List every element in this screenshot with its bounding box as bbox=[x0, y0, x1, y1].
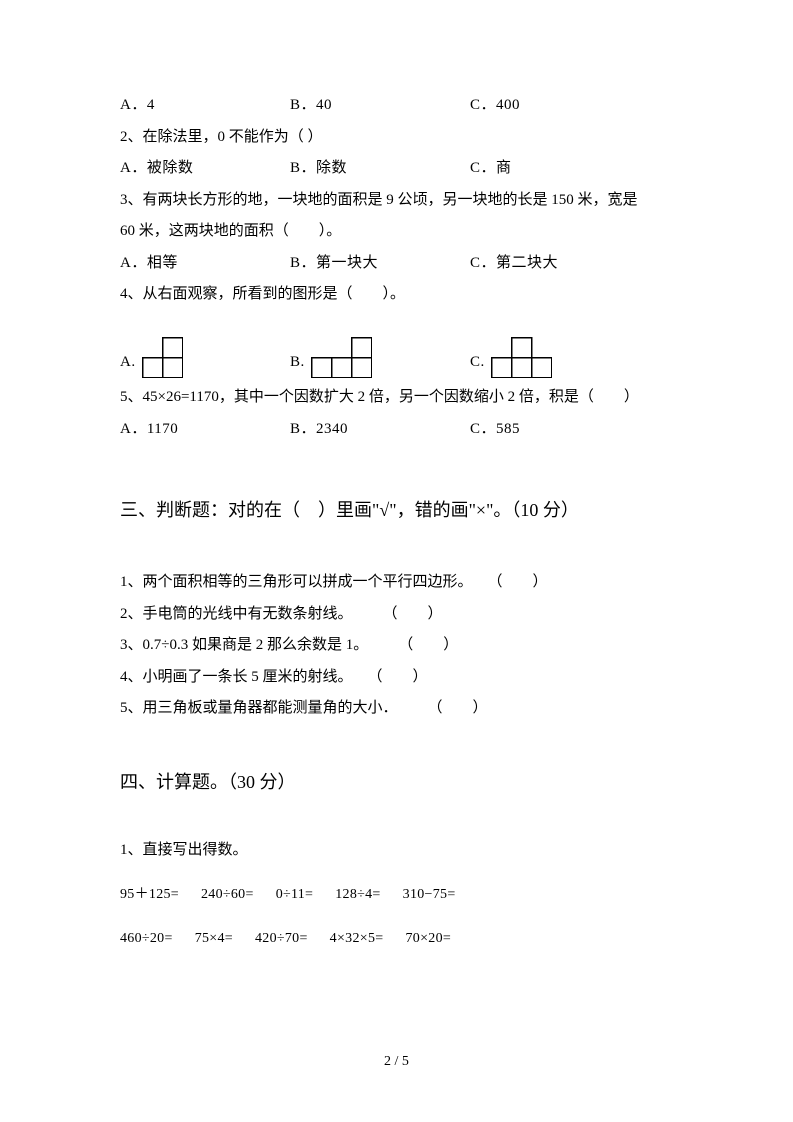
q4-opt-c: C. bbox=[470, 337, 673, 379]
section3-title: 三、判断题：对的在（ ）里画"√"，错的画"×"。（10 分） bbox=[120, 493, 673, 527]
q4-stem: 4、从右面观察，所看到的图形是（ ）。 bbox=[120, 279, 673, 311]
section4-title: 四、计算题。（30 分） bbox=[120, 765, 673, 799]
q1-options: A．4 B．40 C．400 bbox=[120, 90, 673, 122]
q5-opt-c: C．585 bbox=[470, 414, 673, 446]
calc-expr: 95＋125= bbox=[120, 880, 179, 909]
q4-label-c: C. bbox=[470, 347, 485, 379]
q4-opt-b: B. bbox=[290, 337, 470, 379]
section4-sub1: 1、直接写出得数。 bbox=[120, 835, 673, 867]
calc-expr: 4×32×5= bbox=[330, 924, 384, 953]
q1-opt-a: A．4 bbox=[120, 90, 290, 122]
calc-expr: 240÷60= bbox=[201, 880, 254, 909]
calc-expr: 460÷20= bbox=[120, 924, 173, 953]
q3-line2: 60 米，这两块地的面积（ ）。 bbox=[120, 216, 673, 248]
calc-expr: 310−75= bbox=[403, 880, 456, 909]
q5-opt-b: B．2340 bbox=[290, 414, 470, 446]
judge-item: 5、用三角板或量角器都能测量角的大小． （ ） bbox=[120, 693, 673, 725]
judge-item: 3、0.7÷0.3 如果商是 2 那么余数是 1。 （ ） bbox=[120, 630, 673, 662]
section3-items: 1、两个面积相等的三角形可以拼成一个平行四边形。 （ ）2、手电筒的光线中有无数… bbox=[120, 567, 673, 725]
calc-expr: 70×20= bbox=[405, 924, 451, 953]
q3-opt-a: A．相等 bbox=[120, 248, 290, 280]
q4-shape-a bbox=[142, 337, 184, 379]
calc-row-1: 95＋125= 240÷60= 0÷11= 128÷4= 310−75= bbox=[120, 880, 673, 909]
q3-opt-c: C．第二块大 bbox=[470, 248, 673, 280]
q5-stem: 5、45×26=1170，其中一个因数扩大 2 倍，另一个因数缩小 2 倍，积是… bbox=[120, 382, 673, 414]
q2-options: A．被除数 B．除数 C．商 bbox=[120, 153, 673, 185]
calc-expr: 420÷70= bbox=[255, 924, 308, 953]
q3-line1: 3、有两块长方形的地，一块地的面积是 9 公顷，另一块地的长是 150 米，宽是 bbox=[120, 185, 673, 217]
calc-row-2: 460÷20= 75×4= 420÷70= 4×32×5= 70×20= bbox=[120, 924, 673, 953]
page-footer: 2 / 5 bbox=[0, 1047, 793, 1076]
q5-options: A．1170 B．2340 C．585 bbox=[120, 414, 673, 446]
q3-opt-b: B．第一块大 bbox=[290, 248, 470, 280]
q4-opt-a: A. bbox=[120, 337, 290, 379]
q5-opt-a: A．1170 bbox=[120, 414, 290, 446]
q4-label-a: A. bbox=[120, 347, 136, 379]
q4-shape-row: A. B. C. bbox=[120, 337, 673, 379]
q1-opt-b: B．40 bbox=[290, 90, 470, 122]
judge-item: 4、小明画了一条长 5 厘米的射线。 （ ） bbox=[120, 662, 673, 694]
q2-opt-a: A．被除数 bbox=[120, 153, 290, 185]
q1-opt-c: C．400 bbox=[470, 90, 673, 122]
q4-shape-b bbox=[311, 337, 373, 379]
q2-opt-b: B．除数 bbox=[290, 153, 470, 185]
q4-label-b: B. bbox=[290, 347, 305, 379]
q4-shape-c bbox=[491, 337, 553, 379]
q2-stem: 2、在除法里，0 不能作为（ ） bbox=[120, 122, 673, 154]
q3-options: A．相等 B．第一块大 C．第二块大 bbox=[120, 248, 673, 280]
q2-opt-c: C．商 bbox=[470, 153, 673, 185]
calc-expr: 128÷4= bbox=[335, 880, 380, 909]
calc-expr: 75×4= bbox=[195, 924, 233, 953]
calc-expr: 0÷11= bbox=[276, 880, 314, 909]
judge-item: 2、手电筒的光线中有无数条射线。 （ ） bbox=[120, 599, 673, 631]
judge-item: 1、两个面积相等的三角形可以拼成一个平行四边形。 （ ） bbox=[120, 567, 673, 599]
